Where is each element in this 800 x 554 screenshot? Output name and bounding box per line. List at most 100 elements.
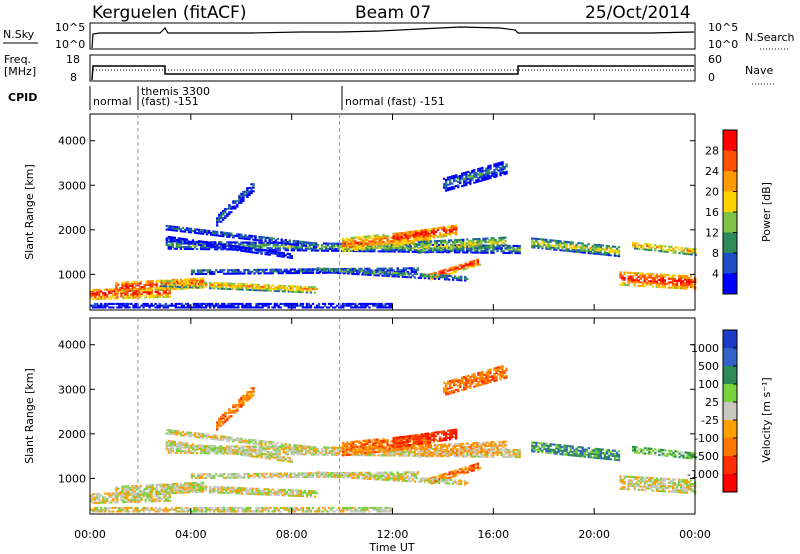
echo-cell bbox=[354, 243, 357, 246]
echo-cell bbox=[355, 273, 358, 276]
echo-cell bbox=[202, 283, 206, 286]
echo-cell bbox=[277, 492, 280, 495]
date-title: 25/Oct/2014 bbox=[585, 3, 691, 23]
echo-cell bbox=[287, 476, 290, 479]
echo-cell bbox=[266, 241, 269, 244]
echo-cell bbox=[613, 254, 617, 257]
echo-cell bbox=[234, 205, 237, 208]
echo-cell bbox=[491, 171, 494, 174]
echo-cell bbox=[252, 251, 255, 254]
echo-cell bbox=[221, 270, 224, 274]
echo-cell bbox=[131, 490, 134, 493]
echo-cell bbox=[591, 247, 594, 250]
echo-cell bbox=[257, 491, 260, 494]
echo-cell bbox=[413, 276, 416, 279]
echo-cell bbox=[265, 304, 268, 307]
echo-cell bbox=[664, 245, 667, 248]
echo-cell bbox=[431, 274, 435, 277]
echo-cell bbox=[289, 306, 292, 309]
echo-cell bbox=[149, 283, 152, 286]
echo-cell bbox=[285, 270, 288, 273]
echo-cell bbox=[217, 285, 220, 288]
echo-cell bbox=[343, 268, 346, 271]
echo-cell bbox=[404, 233, 407, 236]
echo-cell bbox=[302, 241, 306, 244]
echo-cell bbox=[222, 245, 225, 248]
echo-cell bbox=[658, 246, 661, 249]
echo-cell bbox=[254, 246, 257, 250]
echo-cell bbox=[233, 304, 236, 307]
echo-cell bbox=[304, 244, 308, 247]
echo-cell bbox=[429, 249, 433, 252]
echo-cell bbox=[490, 237, 493, 240]
echo-cell bbox=[199, 242, 203, 245]
echo-cell bbox=[261, 287, 264, 290]
echo-cell bbox=[128, 500, 131, 503]
echo-cell bbox=[235, 488, 238, 491]
echo-cell bbox=[356, 241, 359, 244]
echo-cell bbox=[150, 498, 153, 501]
echo-cell bbox=[356, 245, 359, 248]
echo-cell bbox=[611, 249, 615, 252]
echo-cell bbox=[313, 306, 317, 309]
echo-cell bbox=[234, 243, 237, 246]
echo-cell bbox=[476, 245, 479, 248]
echo-cell bbox=[425, 244, 429, 247]
echo-cell bbox=[384, 471, 387, 474]
echo-cell bbox=[435, 241, 439, 244]
echo-cell bbox=[291, 494, 294, 497]
echo-cell bbox=[385, 248, 388, 251]
echo-cell bbox=[436, 228, 440, 231]
echo-cell bbox=[557, 243, 560, 246]
echo-cell bbox=[415, 250, 419, 253]
echo-cell bbox=[448, 228, 452, 232]
echo-cell bbox=[194, 302, 198, 305]
echo-cell bbox=[220, 241, 223, 244]
echo-cell bbox=[433, 274, 437, 277]
echo-cell bbox=[199, 281, 203, 284]
echo-cell bbox=[207, 241, 211, 244]
echo-cell bbox=[414, 232, 417, 235]
echo-cell bbox=[500, 243, 503, 246]
echo-cell bbox=[133, 288, 136, 291]
echo-cell bbox=[214, 234, 217, 237]
echo-cell bbox=[308, 247, 312, 250]
echo-cell bbox=[131, 284, 134, 287]
echo-cell bbox=[94, 496, 97, 499]
echo-cell bbox=[265, 488, 268, 491]
echo-cell bbox=[454, 244, 457, 247]
echo-cell bbox=[479, 179, 482, 182]
echo-cell bbox=[92, 294, 95, 297]
echo-cell bbox=[204, 285, 208, 288]
echo-cell bbox=[360, 239, 363, 242]
echo-cell bbox=[637, 281, 640, 284]
echo-cell bbox=[563, 249, 566, 252]
echo-cell bbox=[373, 250, 376, 253]
echo-cell bbox=[132, 495, 135, 498]
echo-cell bbox=[280, 447, 283, 450]
echo-cell bbox=[601, 253, 605, 256]
echo-cell bbox=[225, 476, 228, 479]
echo-cell bbox=[96, 494, 99, 497]
echo-cell bbox=[328, 242, 332, 245]
echo-cell bbox=[174, 302, 178, 305]
echo-cell bbox=[290, 249, 293, 252]
echo-cell bbox=[381, 271, 384, 274]
echo-cell bbox=[141, 491, 144, 494]
echo-cell bbox=[297, 268, 301, 271]
echo-cell bbox=[470, 262, 473, 265]
echo-cell bbox=[439, 239, 443, 242]
echo-cell bbox=[484, 244, 487, 247]
echo-cell bbox=[193, 277, 197, 281]
echo-cell bbox=[363, 271, 366, 274]
echo-cell bbox=[417, 276, 421, 279]
echo-cell bbox=[278, 241, 281, 244]
echo-cell bbox=[181, 450, 185, 453]
echo-cell bbox=[457, 186, 460, 189]
echo-cell bbox=[269, 268, 272, 271]
echo-cell bbox=[133, 492, 136, 495]
echo-cell bbox=[215, 282, 218, 285]
echo-cell bbox=[619, 283, 622, 286]
echo-cell bbox=[279, 268, 282, 271]
echo-cell bbox=[565, 244, 568, 247]
